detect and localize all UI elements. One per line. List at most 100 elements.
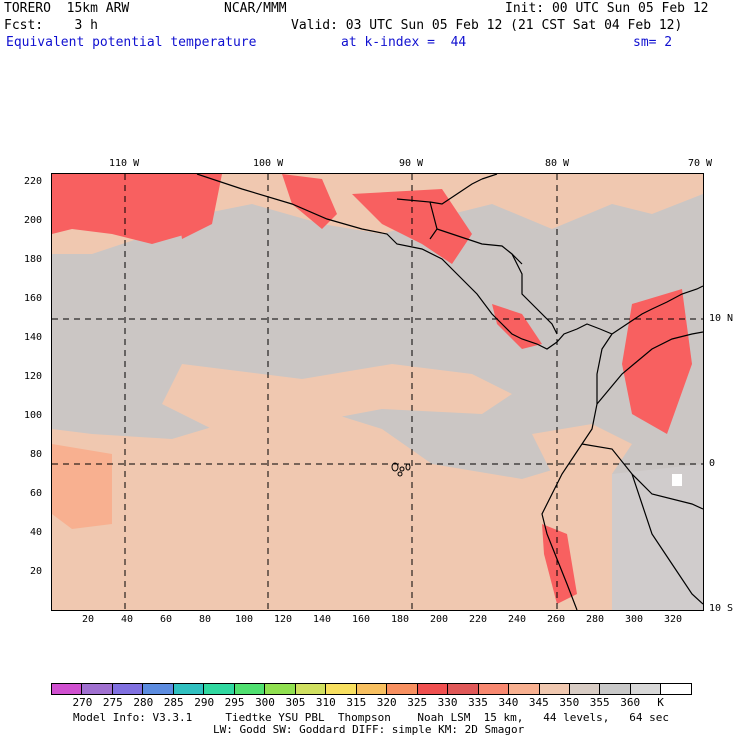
y-tick: 120: [24, 371, 43, 382]
coastline-caribbean: [511, 253, 558, 335]
x-tick: 260: [547, 614, 566, 625]
y-tick: 140: [24, 332, 43, 343]
colorbar-label: 345: [528, 696, 549, 709]
colorbar-swatch: [234, 684, 266, 694]
field-peach-south: [52, 404, 612, 610]
colorbar-label: 280: [133, 696, 154, 709]
lon-label-90w: 90 W: [399, 158, 424, 169]
colorbar-swatch: [143, 684, 174, 694]
colorbar-label: 295: [224, 696, 245, 709]
colorbar-swatch: [509, 684, 540, 694]
organization: NCAR/MMM: [224, 1, 287, 16]
field-name: Equivalent potential temperature: [6, 35, 257, 50]
colorbar-label: 305: [285, 696, 306, 709]
colorbar-swatch: [52, 684, 83, 694]
colorbar-swatch: [569, 684, 601, 694]
island: [399, 466, 405, 472]
colorbar-label: 330: [437, 696, 458, 709]
colorbar-swatch: [112, 684, 144, 694]
field-salmon-west: [52, 444, 112, 529]
colorbar-swatch: [295, 684, 327, 694]
lat-label-0: 0: [709, 458, 716, 469]
field-peach-mid: [162, 364, 512, 429]
lon-label-110w: 110 W: [109, 158, 140, 169]
y-tick: 20: [30, 566, 43, 577]
valid-time: Valid: 03 UTC Sun 05 Feb 12 (21 CST Sat …: [291, 18, 683, 33]
colorbar-label: 285: [163, 696, 184, 709]
colorbar-swatch: [82, 684, 113, 694]
field-grey-se: [612, 464, 703, 610]
y-tick: 200: [24, 215, 43, 226]
colorbar-swatch: [478, 684, 510, 694]
x-tick: 100: [235, 614, 254, 625]
x-tick: 40: [121, 614, 134, 625]
lon-label-80w: 80 W: [545, 158, 570, 169]
colorbar-swatch: [265, 684, 296, 694]
y-tick: 80: [30, 449, 43, 460]
y-tick: 180: [24, 254, 43, 265]
coastline-south-america-pacific: [541, 333, 613, 610]
field-red-nw: [52, 174, 202, 244]
x-tick: 140: [313, 614, 332, 625]
field-red-mex: [282, 174, 337, 229]
colorbar-swatch: [173, 684, 205, 694]
colorbar-swatch: [356, 684, 388, 694]
coastline-pacific-central-america: [196, 174, 613, 350]
colorbar-label: 270: [72, 696, 93, 709]
x-tick: 20: [82, 614, 95, 625]
colorbar-label: 340: [498, 696, 519, 709]
border-ecuador-peru: [581, 443, 703, 510]
lon-label-70w: 70 W: [688, 158, 713, 169]
x-tick: 300: [625, 614, 644, 625]
model-name: TORERO 15km ARW: [4, 1, 130, 16]
x-tick: 160: [352, 614, 371, 625]
colorbar-label: 320: [376, 696, 397, 709]
colorbar-label: 290: [194, 696, 215, 709]
field-red-nw2: [172, 174, 222, 239]
lat-label-10s: 10 S: [709, 603, 734, 614]
smoothing-label: sm= 2: [633, 35, 673, 50]
colorbar-label: 275: [102, 696, 123, 709]
y-tick: 220: [24, 176, 43, 187]
field-red-guat: [352, 189, 472, 264]
border-peru-brazil: [631, 473, 703, 605]
coastline-belize: [481, 174, 498, 180]
y-tick: 160: [24, 293, 43, 304]
x-tick: 240: [508, 614, 527, 625]
x-tick: 180: [391, 614, 410, 625]
border-guatemala: [396, 178, 483, 240]
colorbar-swatch: [387, 684, 418, 694]
y-tick: 100: [24, 410, 43, 421]
colorbar-swatch: [417, 684, 449, 694]
colorbar-swatch: [630, 684, 662, 694]
border-colombia-ecuador: [596, 331, 703, 405]
island: [391, 462, 399, 472]
colorbar-label: 355: [589, 696, 610, 709]
colorbar-label: 300: [255, 696, 275, 709]
colorbar-label: 350: [559, 696, 580, 709]
colorbar-swatch: [204, 684, 235, 694]
init-time: Init: 00 UTC Sun 05 Feb 12: [505, 1, 709, 16]
colorbar-swatch: [661, 684, 691, 694]
field-red-costa-rica: [492, 304, 542, 349]
x-tick: 280: [586, 614, 605, 625]
y-tick: 60: [30, 488, 43, 499]
x-tick: 200: [430, 614, 449, 625]
field-red-colombia: [622, 289, 692, 434]
x-tick: 220: [469, 614, 488, 625]
colorbar-label: 335: [468, 696, 488, 709]
x-tick: 60: [160, 614, 173, 625]
colorbar-swatch: [448, 684, 479, 694]
forecast-hour: Fcst: 3 h: [4, 18, 98, 33]
island: [397, 471, 403, 477]
field-white-patch: [672, 474, 682, 486]
colorbar: [51, 683, 692, 695]
x-tick: 80: [199, 614, 212, 625]
map-plot: [51, 173, 704, 611]
coastline-colombia-north: [611, 285, 703, 335]
level-label: at k-index = 44: [341, 35, 467, 50]
colorbar-label: 310: [315, 696, 336, 709]
colorbar-label: 360: [620, 696, 641, 709]
lat-label-10n: 10 N: [709, 313, 734, 324]
map-field-svg: [52, 174, 703, 610]
